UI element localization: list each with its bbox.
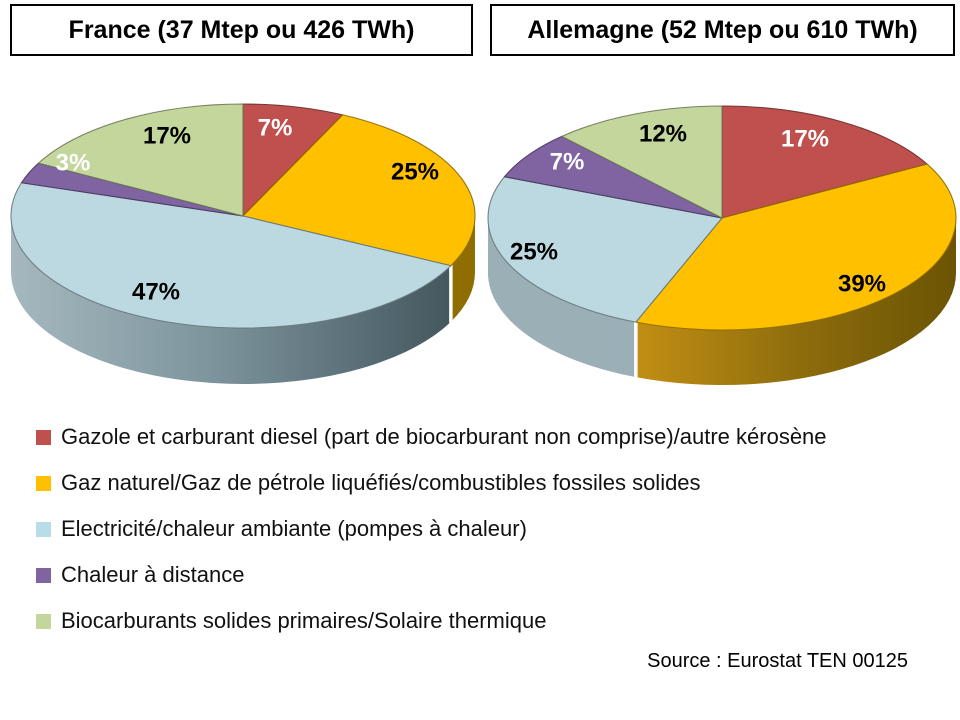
pie-chart-allemagne-value-label-2: 25% bbox=[510, 239, 558, 266]
legend-label: Gaz naturel/Gaz de pétrole liquéfiés/com… bbox=[61, 470, 701, 495]
legend-item-biocarburants: Biocarburants solides primaires/Solaire … bbox=[36, 598, 936, 644]
pie-chart-france-value-label-2: 47% bbox=[132, 279, 180, 306]
pie-chart-allemagne-value-label-4: 12% bbox=[639, 121, 687, 148]
legend-item-chaleur-distance: Chaleur à distance bbox=[36, 552, 936, 598]
legend-label: Electricité/chaleur ambiante (pompes à c… bbox=[61, 516, 527, 541]
pie-chart-allemagne-slice-0 bbox=[721, 105, 928, 219]
pie-chart-allemagne-slice-3 bbox=[503, 135, 723, 219]
pie-chart-france-slice-0 bbox=[242, 103, 344, 217]
legend-swatch-icon bbox=[36, 521, 51, 537]
pie-chart-france-slice-1 bbox=[242, 114, 476, 267]
legend-label: Biocarburants solides primaires/Solaire … bbox=[61, 608, 547, 633]
pie-chart-allemagne-slice-2 bbox=[487, 176, 723, 323]
pie-chart-allemagne-side-2 bbox=[488, 218, 636, 378]
pie-chart-france-side-2 bbox=[10, 216, 451, 385]
legend-item-electricite: Electricité/chaleur ambiante (pompes à c… bbox=[36, 506, 936, 552]
pie-chart-allemagne-value-label-1: 39% bbox=[838, 271, 886, 298]
pie-chart-france-value-label-0: 7% bbox=[258, 115, 293, 142]
chart-title-france: France (37 Mtep ou 426 TWh) bbox=[10, 4, 473, 56]
legend: Gazole et carburant diesel (part de bioc… bbox=[36, 414, 936, 644]
pie-chart-france: 7% 25% 47% 3% 17% bbox=[10, 103, 476, 385]
pie-chart-allemagne-value-label-3: 7% bbox=[550, 149, 585, 176]
pie-charts-canvas: 7% 25% 47% 3% 17% 17% 39% 25% 7% 12% bbox=[10, 103, 957, 385]
pie-chart-france-slice-2 bbox=[10, 182, 452, 329]
legend-label: Chaleur à distance bbox=[61, 562, 245, 587]
chart-title-allemagne: Allemagne (52 Mtep ou 610 TWh) bbox=[490, 4, 955, 56]
pie-chart-allemagne-slice-4 bbox=[561, 105, 723, 219]
legend-item-gaz-naturel: Gaz naturel/Gaz de pétrole liquéfiés/com… bbox=[36, 460, 936, 506]
pie-chart-france-value-label-4: 17% bbox=[143, 123, 191, 150]
legend-item-gazole-diesel: Gazole et carburant diesel (part de bioc… bbox=[36, 414, 936, 460]
legend-swatch-icon bbox=[36, 429, 51, 445]
legend-swatch-icon bbox=[36, 475, 51, 491]
pie-chart-france-value-label-3: 3% bbox=[56, 150, 91, 177]
pie-chart-france-slice-4 bbox=[37, 103, 244, 217]
pie-chart-allemagne-value-label-0: 17% bbox=[781, 126, 829, 153]
pie-chart-france-value-label-1: 25% bbox=[391, 159, 439, 186]
chart-title-allemagne-text: Allemagne (52 Mtep ou 610 TWh) bbox=[527, 15, 918, 44]
legend-swatch-icon bbox=[36, 567, 51, 583]
pie-chart-allemagne-slice-1 bbox=[635, 163, 957, 331]
pie-chart-allemagne-side-1 bbox=[635, 218, 956, 385]
legend-label: Gazole et carburant diesel (part de bioc… bbox=[61, 424, 827, 449]
pie-chart-allemagne: 17% 39% 25% 7% 12% bbox=[487, 105, 957, 385]
legend-swatch-icon bbox=[36, 613, 51, 629]
chart-title-france-text: France (37 Mtep ou 426 TWh) bbox=[68, 15, 415, 44]
source-note: Source : Eurostat TEN 00125 bbox=[647, 650, 908, 672]
